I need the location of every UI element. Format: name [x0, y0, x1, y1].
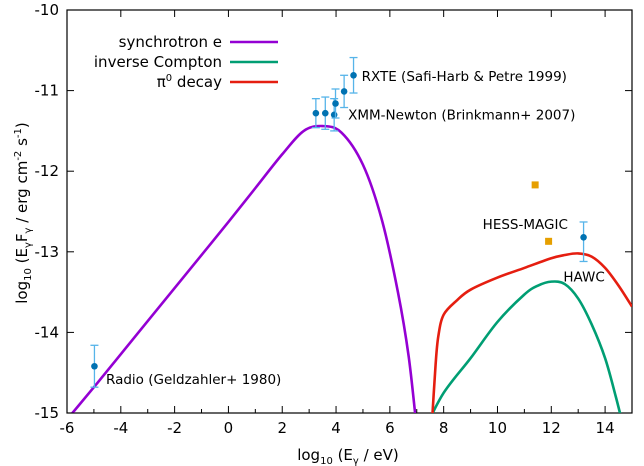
data-point	[340, 74, 349, 109]
model-curves	[70, 124, 632, 413]
x-tick-label: 0	[224, 419, 234, 437]
y-tick-label: -14	[35, 323, 60, 341]
legend-label-synchrotron: synchrotron e	[119, 33, 222, 51]
square-marker	[545, 237, 553, 245]
data-marker	[340, 88, 348, 95]
x-tick-label: 2	[277, 419, 287, 437]
x-tick-label: 12	[542, 419, 561, 437]
y-tick-label: -13	[35, 243, 60, 261]
annotations: RXTE (Safi-Harb & Petre 1999) XMM-Newton …	[106, 69, 605, 388]
annotation-label: HESS-MAGIC	[483, 217, 568, 233]
data-marker	[350, 71, 357, 79]
data-point	[331, 88, 340, 119]
x-tick-label: 6	[385, 419, 395, 437]
annotation-label: RXTE (Safi-Harb & Petre 1999)	[362, 69, 567, 85]
x-tick-label: -4	[113, 419, 128, 437]
x-tick-label: -2	[167, 419, 182, 437]
legend-label-inverse-compton: inverse Compton	[94, 53, 222, 71]
axis-ticks: -6 -4 -2 0 2 4 6 8 10 12 14 -15 -14 -13 -12 -11 -10	[35, 1, 632, 437]
x-tick-label: 4	[331, 419, 341, 437]
data-marker	[91, 362, 98, 370]
annotation-label: Radio (Geldzahler+ 1980)	[106, 372, 281, 388]
annotation-label: HAWC	[563, 270, 604, 286]
y-tick-label: -10	[35, 1, 60, 19]
y-tick-label: -15	[35, 404, 60, 422]
data-point	[311, 98, 320, 129]
synchrotron-curve	[70, 124, 417, 413]
data-marker	[580, 233, 587, 241]
data-points	[90, 56, 588, 388]
legend-label-pi0-decay: π0 decay	[157, 73, 222, 91]
pi0-decay-curve	[431, 252, 632, 413]
data-marker	[321, 109, 329, 117]
x-tick-label: 10	[488, 419, 507, 437]
annotation-label: XMM-Newton (Brinkmann+ 2007)	[348, 108, 575, 124]
data-point	[90, 344, 99, 388]
y-axis-title: log10 (EγFγ / erg cm-2 s-1)	[13, 122, 34, 304]
data-marker	[330, 111, 338, 119]
x-tick-label: -6	[60, 419, 75, 437]
legend: synchrotron e inverse Compton π0 decay	[94, 33, 278, 91]
plot-area	[66, 9, 633, 414]
x-axis-title: log10 (Eγ / eV)	[297, 446, 399, 466]
square-marker	[531, 181, 539, 189]
y-tick-label: -11	[35, 82, 60, 100]
data-marker	[332, 100, 339, 107]
plot-frame	[66, 9, 633, 414]
x-tick-label: 14	[596, 419, 615, 437]
inverse-compton-curve	[431, 280, 622, 413]
data-marker	[312, 109, 320, 117]
data-point	[321, 96, 330, 130]
x-tick-label: 8	[439, 419, 449, 437]
data-point	[349, 56, 358, 94]
y-tick-label: -12	[35, 162, 60, 180]
data-point	[579, 221, 588, 263]
